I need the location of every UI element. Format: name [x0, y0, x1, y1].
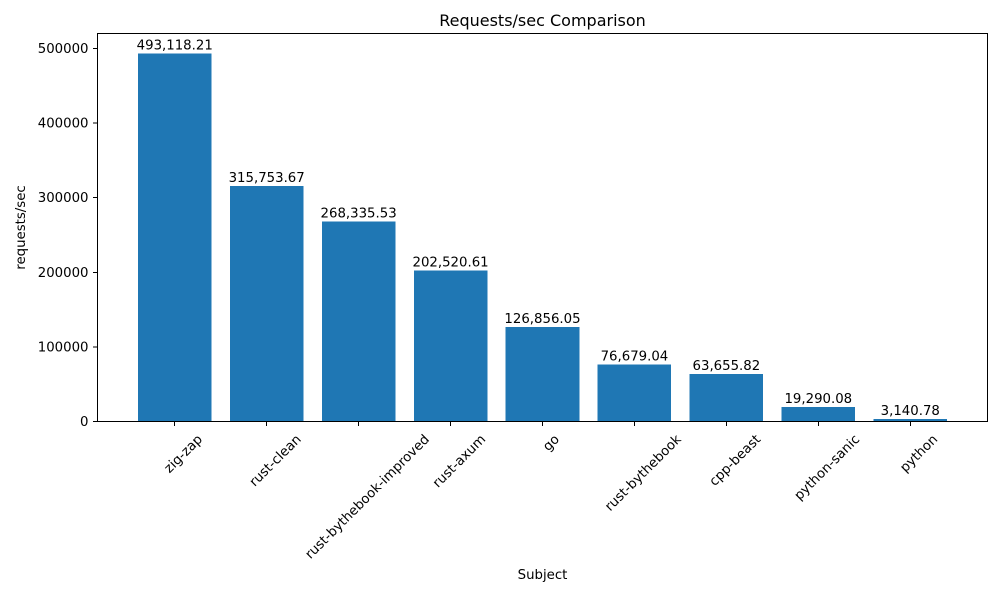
bar-value-label: 76,679.04 [601, 349, 669, 364]
bar-rust-bythebook-improved [321, 221, 396, 422]
bar-value-label: 63,655.82 [693, 359, 761, 374]
y-tick-label: 200000 [38, 266, 89, 281]
y-tick-label: 100000 [38, 340, 89, 355]
bar-value-label: 493,118.21 [137, 39, 213, 54]
bar-value-label: 126,856.05 [504, 312, 580, 327]
x-axis-label: Subject [518, 568, 568, 583]
x-tick-label: rust-bythebook-improved [303, 432, 433, 562]
y-tick-label: 0 [80, 415, 88, 430]
bar-python-sanic [781, 407, 856, 422]
bar-value-label: 202,520.61 [412, 255, 488, 270]
y-tick-label: 400000 [38, 117, 89, 132]
bar-cpp-beast [689, 374, 764, 422]
bar-value-label: 268,335.53 [321, 206, 397, 221]
bar-rust-bythebook [597, 364, 672, 422]
bar-zig-zap [137, 53, 212, 422]
bar-value-label: 315,753.67 [229, 171, 305, 186]
bar-value-label: 19,290.08 [784, 392, 852, 407]
x-tick-label: cpp-beast [707, 432, 764, 489]
x-tick-label: rust-bythebook [602, 432, 685, 515]
plot-area: 0 100000 200000 300000 400000 500000 493,118.2… [38, 33, 988, 562]
x-tick-label: rust-axum [430, 432, 489, 491]
y-axis-label: requests/sec [14, 185, 29, 269]
y-tick-label: 300000 [38, 191, 89, 206]
bar-value-label: 3,140.78 [881, 404, 940, 419]
x-tick-label: go [540, 432, 562, 454]
bar-python [873, 419, 948, 422]
y-tick-label: 500000 [38, 42, 89, 57]
x-tick-label: python-sanic [792, 432, 863, 503]
x-tick-label: python [898, 432, 941, 475]
x-tick-label: zig-zap [162, 432, 206, 476]
chart-title: Requests/sec Comparison [439, 11, 646, 30]
bar-rust-axum [413, 270, 488, 422]
bar-go [505, 326, 580, 422]
bar-rust-clean [229, 185, 304, 422]
x-tick-label: rust-clean [247, 432, 305, 490]
